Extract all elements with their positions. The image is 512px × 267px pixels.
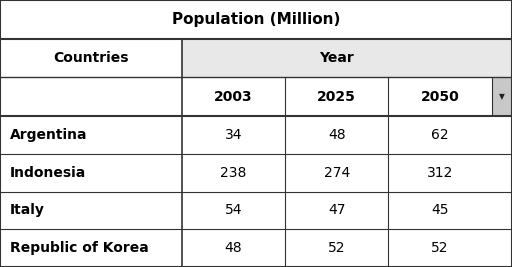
Bar (182, 39, 512, 77)
Bar (492, 77, 512, 116)
Text: 47: 47 (328, 203, 346, 217)
Text: 312: 312 (426, 166, 453, 180)
Text: Indonesia: Indonesia (10, 166, 87, 180)
Text: ▼: ▼ (499, 92, 505, 101)
Text: 2050: 2050 (420, 90, 459, 104)
Text: 54: 54 (225, 203, 242, 217)
Text: 45: 45 (431, 203, 449, 217)
Text: Year: Year (319, 51, 354, 65)
Text: 2003: 2003 (214, 90, 253, 104)
Text: Italy: Italy (10, 203, 45, 217)
Text: Republic of Korea: Republic of Korea (10, 241, 149, 255)
Text: 52: 52 (328, 241, 346, 255)
Text: Population (Million): Population (Million) (172, 12, 340, 27)
Text: 34: 34 (225, 128, 242, 142)
Text: 52: 52 (431, 241, 449, 255)
Text: 48: 48 (328, 128, 346, 142)
Text: Argentina: Argentina (10, 128, 88, 142)
Text: Countries: Countries (53, 51, 129, 65)
Text: 48: 48 (225, 241, 242, 255)
Text: 62: 62 (431, 128, 449, 142)
Text: 238: 238 (220, 166, 247, 180)
Text: 2025: 2025 (317, 90, 356, 104)
Text: 274: 274 (324, 166, 350, 180)
